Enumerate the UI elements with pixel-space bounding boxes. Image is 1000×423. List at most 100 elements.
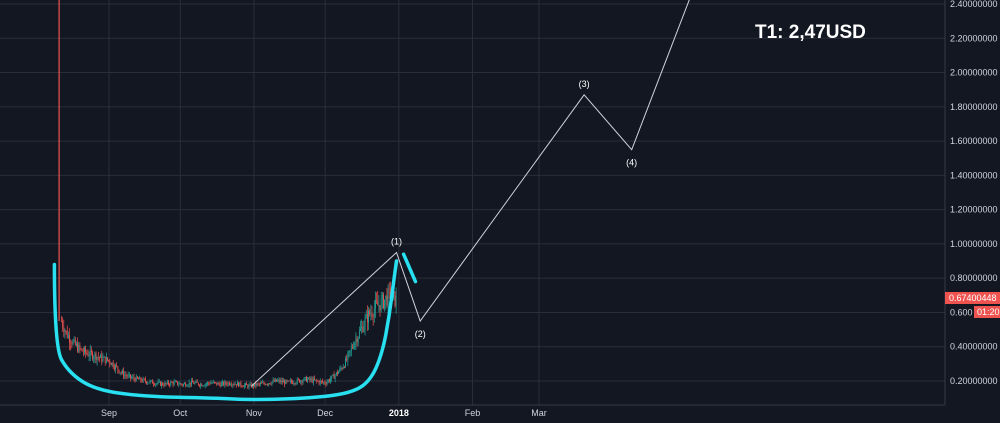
y-tick-label: 1.20000000 <box>950 205 998 215</box>
candle-body <box>201 384 203 387</box>
candle-body <box>331 375 333 379</box>
candle-body <box>70 342 72 344</box>
time-axis[interactable]: Sep Oct Nov Dec 2018 Feb Mar <box>101 408 547 418</box>
price-axis[interactable]: 0.20000000 0.40000000 0.600 0.80000000 1.000… <box>950 0 998 386</box>
candle-body <box>202 385 204 387</box>
candle-body <box>63 327 65 333</box>
candle-body <box>245 383 246 386</box>
candle-body <box>276 379 277 382</box>
x-tick-label: 2018 <box>389 408 409 418</box>
candle-body <box>62 321 64 328</box>
candle-body <box>161 383 162 386</box>
candle-body <box>64 330 66 333</box>
candle-body <box>283 381 284 383</box>
candle-body <box>355 338 357 343</box>
candle-body <box>140 377 142 381</box>
candle-body <box>286 380 288 382</box>
candle-body <box>296 378 298 383</box>
candle-body <box>145 379 146 382</box>
candle-body <box>363 326 365 332</box>
candle-body <box>110 363 112 365</box>
candle-body <box>122 370 123 373</box>
candle-body <box>189 382 191 385</box>
candle-body <box>300 380 302 383</box>
candle-body <box>326 381 328 384</box>
wave-projection <box>251 0 690 387</box>
candle-body <box>115 365 116 370</box>
candle-body <box>219 384 221 387</box>
candle-body <box>246 383 248 385</box>
candle-body <box>177 381 179 385</box>
candle-body <box>95 353 97 360</box>
y-tick-label: 1.40000000 <box>950 170 998 180</box>
price-tag-value: 0.67400448 <box>949 293 997 303</box>
candle-body <box>314 378 315 380</box>
candle-body <box>133 376 135 379</box>
y-tick-label: 2.40000000 <box>950 0 998 9</box>
candle-body <box>307 379 308 382</box>
candle-body <box>209 383 211 385</box>
candle-body <box>368 310 369 323</box>
candle-body <box>279 379 281 383</box>
wave-path <box>251 0 690 387</box>
candle-body <box>303 377 305 381</box>
candle-body <box>176 381 177 383</box>
candle-body <box>79 344 81 349</box>
candle-body <box>289 380 291 382</box>
candle-body <box>315 379 317 381</box>
candle-body <box>256 383 258 386</box>
candle-body <box>378 305 380 306</box>
candle-body <box>166 381 168 384</box>
x-tick-label: Dec <box>317 408 334 418</box>
candle-body <box>239 382 241 387</box>
candle-body <box>204 384 206 386</box>
candle-body <box>317 380 319 382</box>
candle-body <box>332 374 334 376</box>
current-price-tag: 0.67400448 01:20 <box>945 292 1000 318</box>
candle-body <box>138 378 139 380</box>
candle-body <box>387 288 389 306</box>
candle-body <box>147 382 149 384</box>
candle-body <box>357 337 359 343</box>
candle-body <box>284 381 285 385</box>
candle-body <box>354 342 356 348</box>
candle-body <box>120 372 122 374</box>
candle-body <box>310 378 312 380</box>
candle-body <box>270 383 272 385</box>
candle-body <box>72 341 74 345</box>
wave-label: (3) <box>579 79 590 89</box>
candle-body <box>80 348 82 350</box>
candle-body <box>308 377 310 380</box>
candle-body <box>214 381 215 383</box>
candle-body <box>85 348 87 353</box>
candle-body <box>180 383 182 385</box>
candle-body <box>334 374 336 379</box>
candle-body <box>150 380 152 382</box>
candle-body <box>130 374 131 378</box>
candle-body <box>337 372 338 374</box>
candle-body <box>312 378 314 383</box>
countdown-box <box>974 306 1000 318</box>
candle-body <box>234 384 236 385</box>
candle-body <box>358 330 360 338</box>
candle-body <box>218 382 220 385</box>
candle-body <box>192 380 193 383</box>
countdown-value: 01:20 <box>977 307 1000 317</box>
candle-body <box>154 384 156 386</box>
candle-body <box>100 354 101 358</box>
candle-body <box>127 374 129 377</box>
candle-body <box>356 338 358 343</box>
candle-body <box>82 351 84 353</box>
candle-body <box>222 382 223 384</box>
candle-body <box>191 380 192 385</box>
candle-body <box>261 383 262 384</box>
y-tick-label: 2.20000000 <box>950 33 998 43</box>
candle-body <box>112 362 114 368</box>
candle-body <box>141 380 143 382</box>
candle-body <box>196 381 198 383</box>
candle-body <box>322 381 323 383</box>
candle-body <box>184 383 185 385</box>
candle-body <box>67 335 69 338</box>
candle-body <box>169 384 170 386</box>
